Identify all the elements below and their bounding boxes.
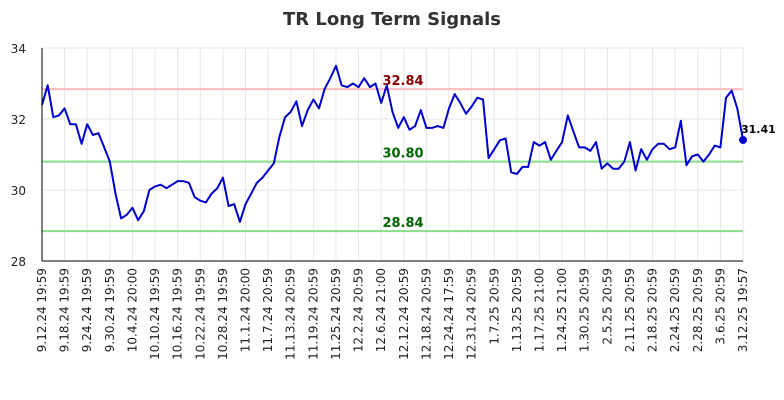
x-tick-label: 9.30.24 19:59 — [103, 268, 117, 352]
x-tick-label: 1.7.25 20:59 — [487, 268, 501, 345]
x-tick-label: 12.12.24 20:59 — [397, 268, 411, 360]
chart-title: TR Long Term Signals — [283, 9, 501, 30]
grid — [41, 47, 744, 262]
x-tick-label: 11.7.24 20:59 — [261, 268, 275, 352]
x-tick-label: 2.28.25 20:59 — [691, 268, 705, 352]
x-tick-label: 10.4.24 20:00 — [125, 268, 139, 352]
x-tick-label: 11.1.24 20:00 — [239, 268, 253, 352]
reference-lines: 32.84 30.80 28.84 — [42, 74, 743, 233]
x-tick-label: 11.25.24 20:59 — [329, 268, 343, 360]
last-value-label: 31.41 — [741, 123, 776, 136]
last-value-marker: 31.41 — [739, 123, 776, 144]
x-tick-label: 2.18.25 20:59 — [646, 268, 660, 352]
y-tick-label: 30 — [11, 184, 26, 198]
x-tick-label: 1.24.25 21:00 — [555, 268, 569, 352]
x-tick-label: 1.30.25 20:59 — [578, 268, 592, 352]
x-tick-labels: 9.12.24 19:59 9.18.24 19:59 9.24.24 19:59 9… — [35, 268, 750, 360]
x-tick-label: 12.31.24 20:59 — [465, 268, 479, 360]
x-tick-label: 12.18.24 20:59 — [419, 268, 433, 360]
series-line — [41, 64, 744, 223]
reference-line-label: 32.84 — [382, 74, 423, 89]
x-tick-label: 11.13.24 20:59 — [284, 268, 298, 360]
x-tick-label: 11.19.24 20:59 — [306, 268, 320, 360]
axes — [41, 48, 743, 262]
x-tick-label: 10.10.24 19:59 — [148, 268, 162, 360]
y-tick-label: 34 — [11, 42, 26, 56]
x-tick-label: 2.11.25 20:59 — [623, 268, 637, 352]
x-tick-label: 2.24.25 20:59 — [668, 268, 682, 352]
x-tick-label: 9.18.24 19:59 — [58, 268, 72, 352]
reference-line-label: 30.80 — [382, 147, 423, 162]
last-value-dot — [739, 135, 747, 144]
x-tick-label: 2.5.25 20:59 — [600, 268, 614, 345]
x-tick-label: 1.17.25 21:00 — [532, 268, 546, 352]
y-tick-labels: 28 30 32 34 — [11, 42, 26, 269]
x-tick-label: 3.12.25 19:57 — [736, 268, 750, 352]
y-tick-label: 32 — [11, 113, 26, 127]
y-tick-label: 28 — [11, 255, 26, 269]
x-tick-label: 10.28.24 19:59 — [216, 268, 230, 360]
x-tick-label: 12.2.24 20:59 — [352, 268, 366, 352]
reference-line-label: 28.84 — [382, 216, 423, 231]
x-tick-label: 1.13.25 20:59 — [510, 268, 524, 352]
x-tick-label: 3.6.25 20:59 — [713, 268, 727, 345]
x-tick-label: 12.24.24 17:59 — [442, 268, 456, 360]
x-tick-label: 12.6.24 21:00 — [374, 268, 388, 352]
series — [41, 64, 744, 223]
x-tick-label: 10.22.24 19:59 — [193, 268, 207, 360]
x-tick-label: 9.24.24 19:59 — [80, 268, 94, 352]
x-tick-label: 9.12.24 19:59 — [35, 268, 49, 352]
x-tick-label: 10.16.24 19:59 — [171, 268, 185, 360]
